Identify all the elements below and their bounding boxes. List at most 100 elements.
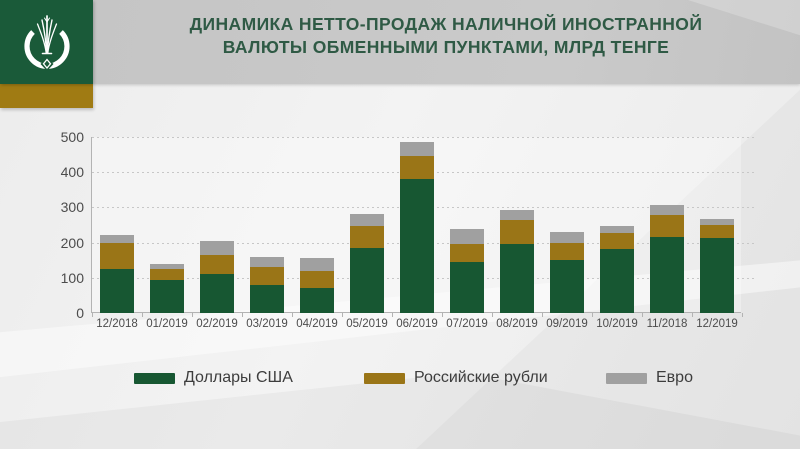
legend-item: Евро (606, 369, 693, 387)
bar-segment (350, 247, 384, 313)
x-axis-label: 10/2019 (596, 318, 638, 330)
bar-slot (642, 137, 692, 313)
x-axis-label: 06/2019 (396, 318, 438, 330)
x-axis-tick (192, 313, 193, 317)
legend-label: Доллары США (184, 369, 293, 386)
bar-segment (150, 263, 184, 270)
bar-slot (442, 137, 492, 313)
bar-slot (342, 137, 392, 313)
bar-segment (650, 204, 684, 216)
y-axis-label: 200 (60, 234, 84, 251)
x-axis-tick (392, 313, 393, 317)
bar-segment (150, 269, 184, 280)
x-axis-tick (692, 313, 693, 317)
bar-stack-06-2019 (400, 142, 434, 313)
bar-stack-07-2019 (450, 228, 484, 313)
bar-stack-03-2019 (250, 256, 284, 313)
bar-segment (400, 156, 434, 180)
bar-stack-09-2019 (550, 232, 584, 313)
legend-swatch-icon (134, 372, 175, 384)
x-axis-label: 03/2019 (246, 318, 288, 330)
header-band (0, 0, 800, 84)
bar-stack-02-2019 (200, 240, 234, 313)
x-axis-label: 12/2018 (96, 318, 138, 330)
bar-segment (350, 225, 384, 248)
bar-segment (300, 258, 334, 271)
bar-segment (600, 226, 634, 233)
bar-segment (250, 256, 284, 268)
y-axis-label: 500 (60, 129, 84, 145)
x-axis-label: 09/2019 (546, 318, 588, 330)
logo-gold-bar (0, 84, 93, 108)
bar-slot (392, 137, 442, 313)
x-axis-label: 08/2019 (496, 318, 538, 330)
bar-stack-01-2019 (150, 263, 184, 313)
national-bank-emblem-icon (24, 15, 70, 71)
x-axis-label: 04/2019 (296, 318, 338, 330)
bar-slot (92, 137, 142, 313)
bar-slot (592, 137, 642, 313)
y-axis-label: 100 (60, 269, 84, 286)
x-axis-tick (342, 313, 343, 317)
bar-segment (700, 218, 734, 226)
x-axis-tick (142, 313, 143, 317)
x-axis-tick (242, 313, 243, 317)
legend-item: Доллары США (134, 369, 293, 387)
x-axis-label: 02/2019 (196, 318, 238, 330)
bar-slot (142, 137, 192, 313)
legend-label: Российские рубли (414, 369, 548, 386)
bar-segment (650, 215, 684, 238)
y-axis-label: 0 (76, 305, 84, 321)
bar-segment (450, 244, 484, 262)
bar-slot (192, 137, 242, 313)
page-title: ДИНАМИКА НЕТТО-ПРОДАЖ НАЛИЧНОЙ ИНОСТРАНН… (100, 13, 792, 59)
bar-segment (100, 234, 134, 243)
bar-slot (242, 137, 292, 313)
title-line-1: ДИНАМИКА НЕТТО-ПРОДАЖ НАЛИЧНОЙ ИНОСТРАНН… (189, 14, 703, 34)
legend-label: Евро (656, 369, 693, 386)
x-axis-tick (592, 313, 593, 317)
bar-segment (250, 267, 284, 285)
gridline (92, 137, 755, 138)
x-axis-label: 01/2019 (146, 318, 188, 330)
bar-stack-04-2019 (300, 258, 334, 313)
x-axis-tick (292, 313, 293, 317)
bar-segment (550, 232, 584, 243)
bar-segment (500, 244, 534, 313)
bar-segment (550, 260, 584, 313)
bar-segment (200, 240, 234, 255)
bar-segment (500, 210, 534, 220)
bar-segment (200, 254, 234, 275)
bar-slot (542, 137, 592, 313)
bar-stack-11-2018 (650, 204, 684, 313)
bar-segment (600, 232, 634, 249)
x-axis-label: 07/2019 (446, 318, 488, 330)
x-axis-labels: 12/2018 01/2019 02/2019 03/2019 04/2019 05/20… (92, 318, 742, 330)
x-axis-label: 11/2018 (646, 318, 688, 330)
bar-segment (400, 142, 434, 157)
bar-stack-08-2019 (500, 210, 534, 313)
logo (0, 0, 93, 108)
x-axis-label: 12/2019 (696, 318, 738, 330)
bar-stack-12-2018 (100, 234, 134, 313)
bar-segment (150, 279, 184, 313)
x-axis-tick (92, 313, 93, 317)
bar-segment (600, 248, 634, 313)
x-axis-tick (542, 313, 543, 317)
bar-segment (650, 237, 684, 313)
bar-slot (492, 137, 542, 313)
legend-swatch-icon (606, 372, 647, 384)
bar-segment (300, 270, 334, 289)
plot-area: 0 100 200 300 400 500 12/2018 01/2019 02/2019 03/… (61, 129, 755, 330)
bars-row (92, 137, 742, 313)
bar-stack-10-2019 (600, 226, 634, 313)
x-axis-label: 05/2019 (346, 318, 388, 330)
bar-segment (350, 214, 384, 226)
bar-segment (550, 242, 584, 261)
bar-segment (300, 288, 334, 313)
y-axis-label: 300 (60, 199, 84, 216)
x-axis-tick (742, 313, 743, 317)
bar-segment (100, 269, 134, 313)
title-line-2: ВАЛЮТЫ ОБМЕННЫМИ ПУНКТАМИ, МЛРД ТЕНГЕ (222, 37, 670, 57)
bar-segment (500, 219, 534, 245)
